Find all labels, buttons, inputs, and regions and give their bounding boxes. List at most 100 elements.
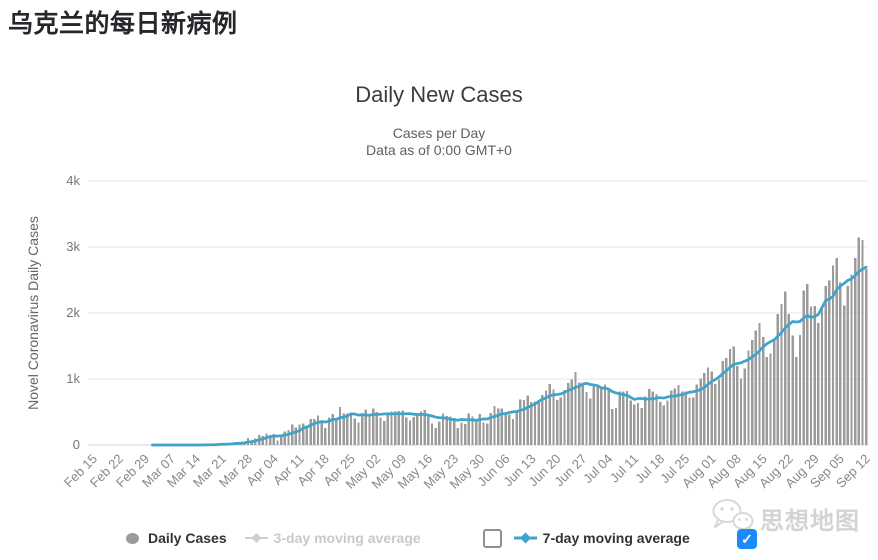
daily-cases-bar[interactable] <box>309 419 312 445</box>
daily-cases-bar[interactable] <box>644 396 647 445</box>
daily-cases-bar[interactable] <box>666 400 669 445</box>
daily-cases-bar[interactable] <box>438 421 441 445</box>
daily-cases-bar[interactable] <box>673 388 677 446</box>
daily-cases-bar[interactable] <box>434 427 437 445</box>
daily-cases-bar[interactable] <box>452 418 456 445</box>
daily-cases-bar[interactable] <box>397 411 401 445</box>
daily-cases-bar[interactable] <box>692 397 695 445</box>
daily-cases-bar[interactable] <box>430 423 434 445</box>
daily-cases-bar[interactable] <box>526 395 529 445</box>
daily-cases-bar[interactable] <box>857 237 860 446</box>
daily-cases-bar[interactable] <box>261 436 264 445</box>
daily-cases-bar[interactable] <box>681 391 684 445</box>
daily-cases-bar[interactable] <box>298 424 301 445</box>
daily-cases-bar[interactable] <box>383 420 386 445</box>
daily-cases-bar[interactable] <box>493 406 496 445</box>
daily-cases-bar[interactable] <box>570 379 573 445</box>
daily-cases-bar[interactable] <box>776 313 780 445</box>
daily-cases-bar[interactable] <box>743 368 746 445</box>
daily-cases-bar[interactable] <box>276 440 279 445</box>
daily-cases-bar[interactable] <box>721 361 724 445</box>
daily-cases-bar[interactable] <box>695 384 699 445</box>
daily-cases-bar[interactable] <box>769 353 772 445</box>
daily-cases-bar[interactable] <box>563 390 566 445</box>
daily-cases-bar[interactable] <box>427 416 430 445</box>
daily-cases-bar[interactable] <box>416 413 419 445</box>
daily-cases-bar[interactable] <box>353 418 356 445</box>
daily-cases-bar[interactable] <box>739 378 743 445</box>
daily-cases-bar[interactable] <box>544 390 548 445</box>
daily-cases-bar[interactable] <box>364 409 367 445</box>
daily-cases-bar[interactable] <box>677 385 680 445</box>
daily-cases-bar[interactable] <box>820 307 824 445</box>
daily-cases-bar[interactable] <box>508 414 511 445</box>
daily-cases-bar[interactable] <box>504 412 507 445</box>
daily-cases-bar[interactable] <box>390 411 393 445</box>
daily-cases-bar[interactable] <box>500 408 504 445</box>
daily-cases-bar[interactable] <box>780 304 783 445</box>
daily-cases-bar[interactable] <box>313 418 316 445</box>
daily-cases-bar[interactable] <box>368 414 371 445</box>
daily-cases-bar[interactable] <box>342 413 345 445</box>
daily-cases-bar[interactable] <box>647 389 651 445</box>
daily-cases-bar[interactable] <box>585 391 588 445</box>
daily-cases-bar[interactable] <box>600 387 603 445</box>
daily-cases-bar[interactable] <box>486 423 489 445</box>
daily-cases-bar[interactable] <box>853 257 857 445</box>
daily-cases-bar[interactable] <box>283 431 287 445</box>
checkbox-checked[interactable]: ✓ <box>737 529 757 549</box>
daily-cases-bar[interactable] <box>633 404 636 445</box>
daily-cases-bar[interactable] <box>732 346 735 445</box>
daily-cases-bar[interactable] <box>408 420 412 445</box>
daily-cases-bar[interactable] <box>519 399 522 445</box>
daily-cases-bar[interactable] <box>338 406 342 445</box>
daily-cases-bar[interactable] <box>335 418 338 445</box>
daily-cases-bar[interactable] <box>795 356 798 445</box>
daily-cases-bar[interactable] <box>596 384 599 445</box>
daily-cases-bar[interactable] <box>703 373 706 445</box>
daily-cases-bar[interactable] <box>386 412 390 445</box>
daily-cases-bar[interactable] <box>806 284 809 445</box>
daily-cases-bar[interactable] <box>629 400 632 445</box>
daily-cases-bar[interactable] <box>736 365 739 445</box>
daily-cases-bar[interactable] <box>375 411 378 445</box>
daily-cases-bar[interactable] <box>864 268 868 445</box>
daily-cases-bar[interactable] <box>268 434 272 445</box>
daily-cases-bar[interactable] <box>651 391 654 445</box>
daily-cases-bar[interactable] <box>817 322 820 445</box>
daily-cases-bar[interactable] <box>835 257 838 445</box>
daily-cases-bar[interactable] <box>611 409 614 445</box>
daily-cases-bar[interactable] <box>287 430 290 445</box>
daily-cases-bar[interactable] <box>688 397 691 445</box>
daily-cases-bar[interactable] <box>574 371 577 445</box>
daily-cases-bar[interactable] <box>813 305 816 445</box>
daily-cases-bar[interactable] <box>419 411 423 445</box>
daily-cases-bar[interactable] <box>566 382 570 445</box>
daily-cases-bar[interactable] <box>725 358 728 445</box>
daily-cases-bar[interactable] <box>279 435 283 445</box>
daily-cases-bar[interactable] <box>423 410 426 445</box>
daily-cases-bar[interactable] <box>412 417 415 445</box>
daily-cases-bar[interactable] <box>474 419 478 445</box>
daily-cases-bar[interactable] <box>861 240 864 445</box>
daily-cases-bar[interactable] <box>603 384 607 445</box>
daily-cases-bar[interactable] <box>787 313 791 445</box>
daily-cases-bar[interactable] <box>622 391 625 445</box>
daily-cases-bar[interactable] <box>522 399 526 445</box>
daily-cases-bar[interactable] <box>559 397 562 445</box>
daily-cases-bar[interactable] <box>497 408 500 446</box>
daily-cases-bar[interactable] <box>828 280 831 445</box>
daily-cases-bar[interactable] <box>589 398 592 445</box>
daily-cases-bar[interactable] <box>773 338 776 445</box>
daily-cases-bar[interactable] <box>802 290 805 445</box>
daily-cases-bar[interactable] <box>798 334 802 445</box>
daily-cases-bar[interactable] <box>537 401 540 445</box>
daily-cases-bar[interactable] <box>394 411 397 445</box>
daily-cases-bar[interactable] <box>482 422 485 445</box>
daily-cases-bar[interactable] <box>710 371 713 445</box>
daily-cases-bar[interactable] <box>614 407 618 445</box>
daily-cases-bar[interactable] <box>754 330 757 445</box>
daily-cases-bar[interactable] <box>750 339 754 445</box>
daily-cases-bar[interactable] <box>761 336 765 445</box>
daily-cases-bar[interactable] <box>791 335 794 445</box>
